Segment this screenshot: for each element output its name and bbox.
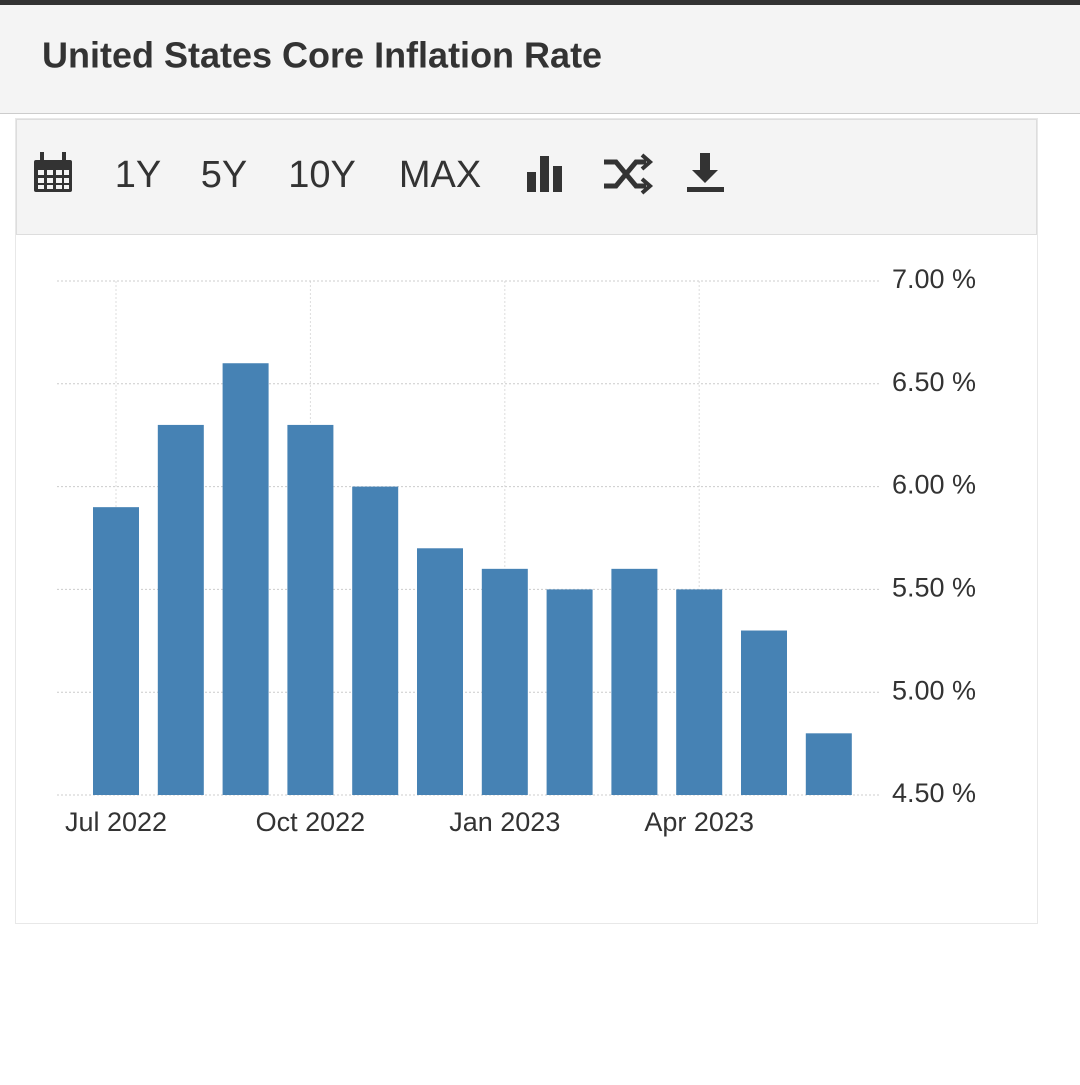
bar <box>546 589 593 795</box>
bar <box>676 589 723 795</box>
bar <box>222 363 269 795</box>
x-tick-label: Jan 2023 <box>449 807 560 837</box>
x-tick-label: Apr 2023 <box>644 807 754 837</box>
chart-title: United States Core Inflation Rate <box>42 35 602 76</box>
x-tick-label: Jul 2022 <box>65 807 167 837</box>
download-icon[interactable] <box>687 153 724 192</box>
calendar-icon[interactable] <box>34 152 72 192</box>
x-tick-label: Oct 2022 <box>256 807 366 837</box>
bar-chart-icon[interactable] <box>527 156 562 192</box>
bar <box>417 548 463 795</box>
bar <box>287 424 334 795</box>
y-tick-label: 4.50 % <box>892 778 976 808</box>
range-button[interactable]: MAX <box>399 154 481 196</box>
y-tick-label: 6.50 % <box>892 367 976 397</box>
range-button[interactable]: 10Y <box>288 154 356 196</box>
top-bar <box>0 0 1080 5</box>
bar <box>481 568 528 795</box>
y-tick-label: 5.50 % <box>892 573 976 603</box>
bar <box>805 733 852 795</box>
bar <box>611 568 658 795</box>
range-button[interactable]: 1Y <box>115 154 161 196</box>
bar <box>93 507 139 795</box>
bar <box>741 630 787 795</box>
range-button[interactable]: 5Y <box>201 154 247 196</box>
bar <box>157 424 204 795</box>
header <box>0 5 1080 113</box>
y-tick-label: 5.00 % <box>892 675 976 705</box>
y-tick-label: 6.00 % <box>892 470 976 500</box>
shuffle-icon[interactable] <box>604 153 654 195</box>
toolbar <box>16 119 1037 235</box>
y-tick-label: 7.00 % <box>892 264 976 294</box>
bar <box>352 486 399 795</box>
